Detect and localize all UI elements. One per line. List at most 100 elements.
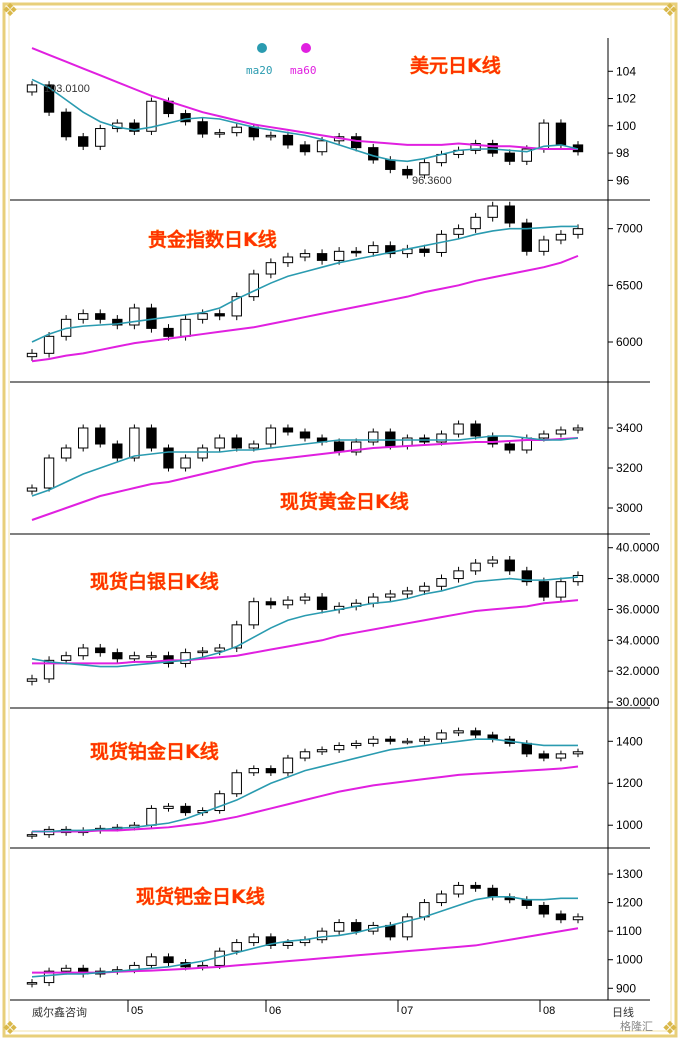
y-tick-label: 104: [616, 64, 636, 78]
candle-up: [555, 233, 567, 241]
legend: ma20 ma60: [246, 43, 317, 77]
candle-up: [368, 245, 379, 253]
candle-up: [470, 143, 481, 151]
candle-down: [214, 313, 225, 317]
candle-up: [299, 596, 311, 601]
candle-down: [265, 768, 277, 774]
candle-down: [385, 431, 396, 447]
candle-up: [180, 652, 191, 664]
candle-down: [163, 327, 174, 337]
y-tick-label: 98: [616, 146, 630, 160]
candle-up: [43, 457, 55, 489]
corner-ornament-top-left-icon: ❖: [2, 0, 19, 21]
x-axis: 05 06 07 08: [10, 999, 650, 1017]
ma60-line: [31, 47, 578, 150]
candle-up: [26, 678, 38, 682]
ma60-line: [32, 765, 579, 833]
candle-down: [385, 159, 396, 170]
candle-up: [197, 650, 208, 654]
candle-up: [316, 140, 328, 153]
candle-up: [60, 447, 72, 459]
candle-up: [95, 128, 106, 147]
candle-up: [538, 122, 550, 150]
y-tick-label: 100: [616, 119, 636, 133]
candle-up: [43, 659, 55, 680]
candle-down: [43, 84, 55, 113]
y-tick-label: 1000: [616, 953, 643, 967]
candle-up: [282, 256, 294, 264]
candle-up: [43, 335, 55, 354]
x-tick-label: 07: [401, 1005, 413, 1017]
chart-panels: 104 102 100 98 96 美元日K线 103.0100 96.3600 7000 650…: [10, 38, 660, 1001]
candle-down: [282, 134, 294, 146]
candle-up: [333, 744, 345, 751]
candle-up: [282, 757, 294, 774]
candle-up: [231, 624, 242, 649]
y-tick-label: 38.0000: [616, 572, 660, 586]
candle-down: [350, 136, 362, 149]
candle-up: [487, 205, 498, 218]
panel-title: 美元日K线: [410, 54, 501, 77]
candle-up: [555, 753, 567, 759]
candle-up: [436, 732, 447, 740]
candle-down: [60, 111, 72, 138]
y-tick-label: 900: [616, 981, 636, 995]
ma60-legend-dot: [301, 43, 311, 53]
candle-down: [555, 122, 567, 146]
candle-down: [265, 936, 277, 946]
candle-up: [197, 447, 208, 459]
candle-up: [26, 982, 38, 985]
y-tick-label: 3000: [616, 501, 643, 515]
candle-up: [350, 742, 362, 746]
candle-up: [555, 429, 567, 435]
candle-up: [538, 433, 550, 439]
candle-down: [504, 205, 515, 224]
candle-up: [77, 647, 89, 657]
candle-up: [77, 427, 89, 449]
y-tick-label: 36.0000: [616, 602, 660, 616]
candle-up: [146, 956, 157, 966]
candle-up: [572, 916, 584, 921]
candle-up: [419, 738, 430, 742]
candle-up: [436, 578, 447, 587]
y-tick-label: 6000: [616, 335, 643, 349]
ma20-legend-label: ma20: [246, 64, 273, 77]
y-tick-label: 96: [616, 173, 630, 187]
candle-down: [487, 887, 498, 898]
candle-up: [470, 216, 481, 230]
ma20-line: [31, 78, 579, 163]
candle-up: [521, 148, 533, 162]
candle-up: [146, 655, 157, 658]
candle-up: [146, 807, 157, 826]
candle-down: [299, 144, 311, 153]
ma60-line: [31, 437, 579, 521]
ma20-line: [31, 576, 579, 668]
candle-down: [282, 427, 294, 433]
candle-down: [112, 443, 123, 459]
candle-down: [95, 427, 106, 445]
y-tick-label: 1300: [616, 867, 643, 881]
source-label: 威尔鑫咨询: [32, 1006, 87, 1019]
candle-down: [504, 559, 515, 572]
candle-up: [214, 793, 225, 812]
candle-up: [333, 922, 345, 932]
candle-up: [453, 730, 464, 734]
candle-up: [572, 574, 584, 583]
candle-up: [402, 916, 413, 938]
panel-title: 现货钯金日K线: [136, 885, 265, 908]
candle-up: [265, 427, 277, 445]
candle-up: [385, 593, 396, 598]
ma20-line: [31, 225, 578, 343]
ma20-line: [31, 435, 579, 497]
candle-down: [521, 222, 533, 252]
watermark: 格隆汇: [620, 1020, 653, 1033]
candle-up: [26, 84, 38, 93]
candle-up: [180, 457, 191, 469]
candle-down: [299, 431, 311, 439]
candle-down: [146, 427, 157, 449]
candle-down: [265, 601, 277, 606]
ma60-line: [31, 254, 579, 363]
panel-title: 现货黄金日K线: [280, 490, 409, 513]
candle-up: [419, 585, 430, 592]
candle-up: [538, 239, 550, 252]
